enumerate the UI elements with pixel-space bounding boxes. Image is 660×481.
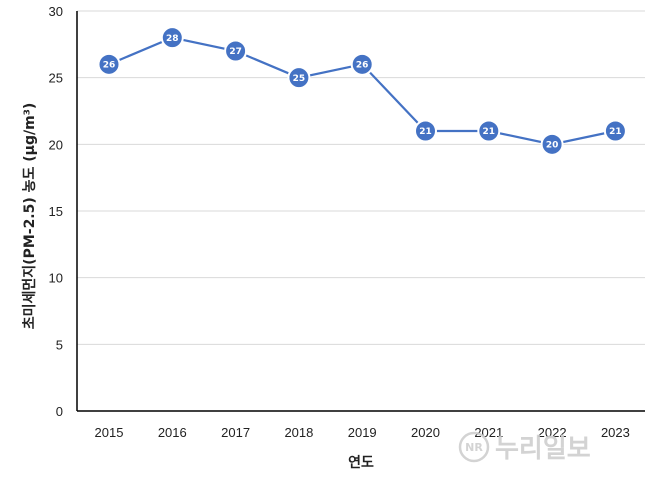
y-tick-label: 30 (49, 4, 63, 19)
data-label: 21 (483, 127, 496, 137)
data-label: 26 (103, 61, 116, 71)
data-point (224, 39, 248, 63)
watermark-badge-icon (458, 431, 490, 463)
y-tick-label: 25 (49, 71, 63, 86)
data-point (540, 132, 564, 156)
x-tick-label: 2016 (158, 425, 187, 440)
watermark-logo: NR 누리일보 (458, 431, 591, 464)
data-point (477, 119, 501, 143)
data-point (350, 52, 374, 76)
y-tick-label: 10 (49, 271, 63, 286)
x-tick-label: 2020 (411, 425, 440, 440)
data-point (97, 52, 121, 76)
data-label: 27 (229, 47, 242, 57)
x-tick-label: 2017 (221, 425, 250, 440)
y-tick-label: 20 (49, 137, 63, 152)
series-group: 26 28 27 25 26 21 21 20 21 (97, 26, 627, 156)
data-point (603, 119, 627, 143)
y-axis-ticks: 0 5 10 15 20 25 30 (49, 4, 63, 419)
data-label: 25 (293, 74, 306, 84)
x-tick-label: 2015 (95, 425, 124, 440)
y-tick-label: 0 (56, 404, 63, 419)
x-axis-ticks: 2015 2016 2017 2018 2019 2020 2021 2022 2023 (95, 425, 630, 440)
data-label: 20 (546, 141, 559, 151)
data-label: 26 (356, 61, 369, 71)
y-tick-label: 5 (56, 337, 63, 352)
gridlines (77, 10, 645, 345)
x-tick-label: 2019 (348, 425, 377, 440)
data-point (414, 119, 437, 143)
data-point (287, 66, 311, 90)
watermark-badge-text: NR (465, 441, 483, 454)
x-axis-title: 연도 (348, 455, 374, 471)
data-label: 21 (419, 127, 432, 137)
data-point (160, 26, 184, 50)
x-tick-label: 2022 (538, 425, 567, 440)
data-label: 21 (609, 127, 622, 137)
x-tick-label: 2018 (284, 425, 313, 440)
y-axis-title: 초미세먼지(PM-2.5) 농도 (μg/m³) (21, 103, 38, 329)
data-label: 28 (166, 34, 179, 44)
watermark-text: 누리일보 (495, 434, 591, 464)
y-tick-label: 15 (49, 204, 63, 219)
x-tick-label: 2023 (601, 425, 630, 440)
